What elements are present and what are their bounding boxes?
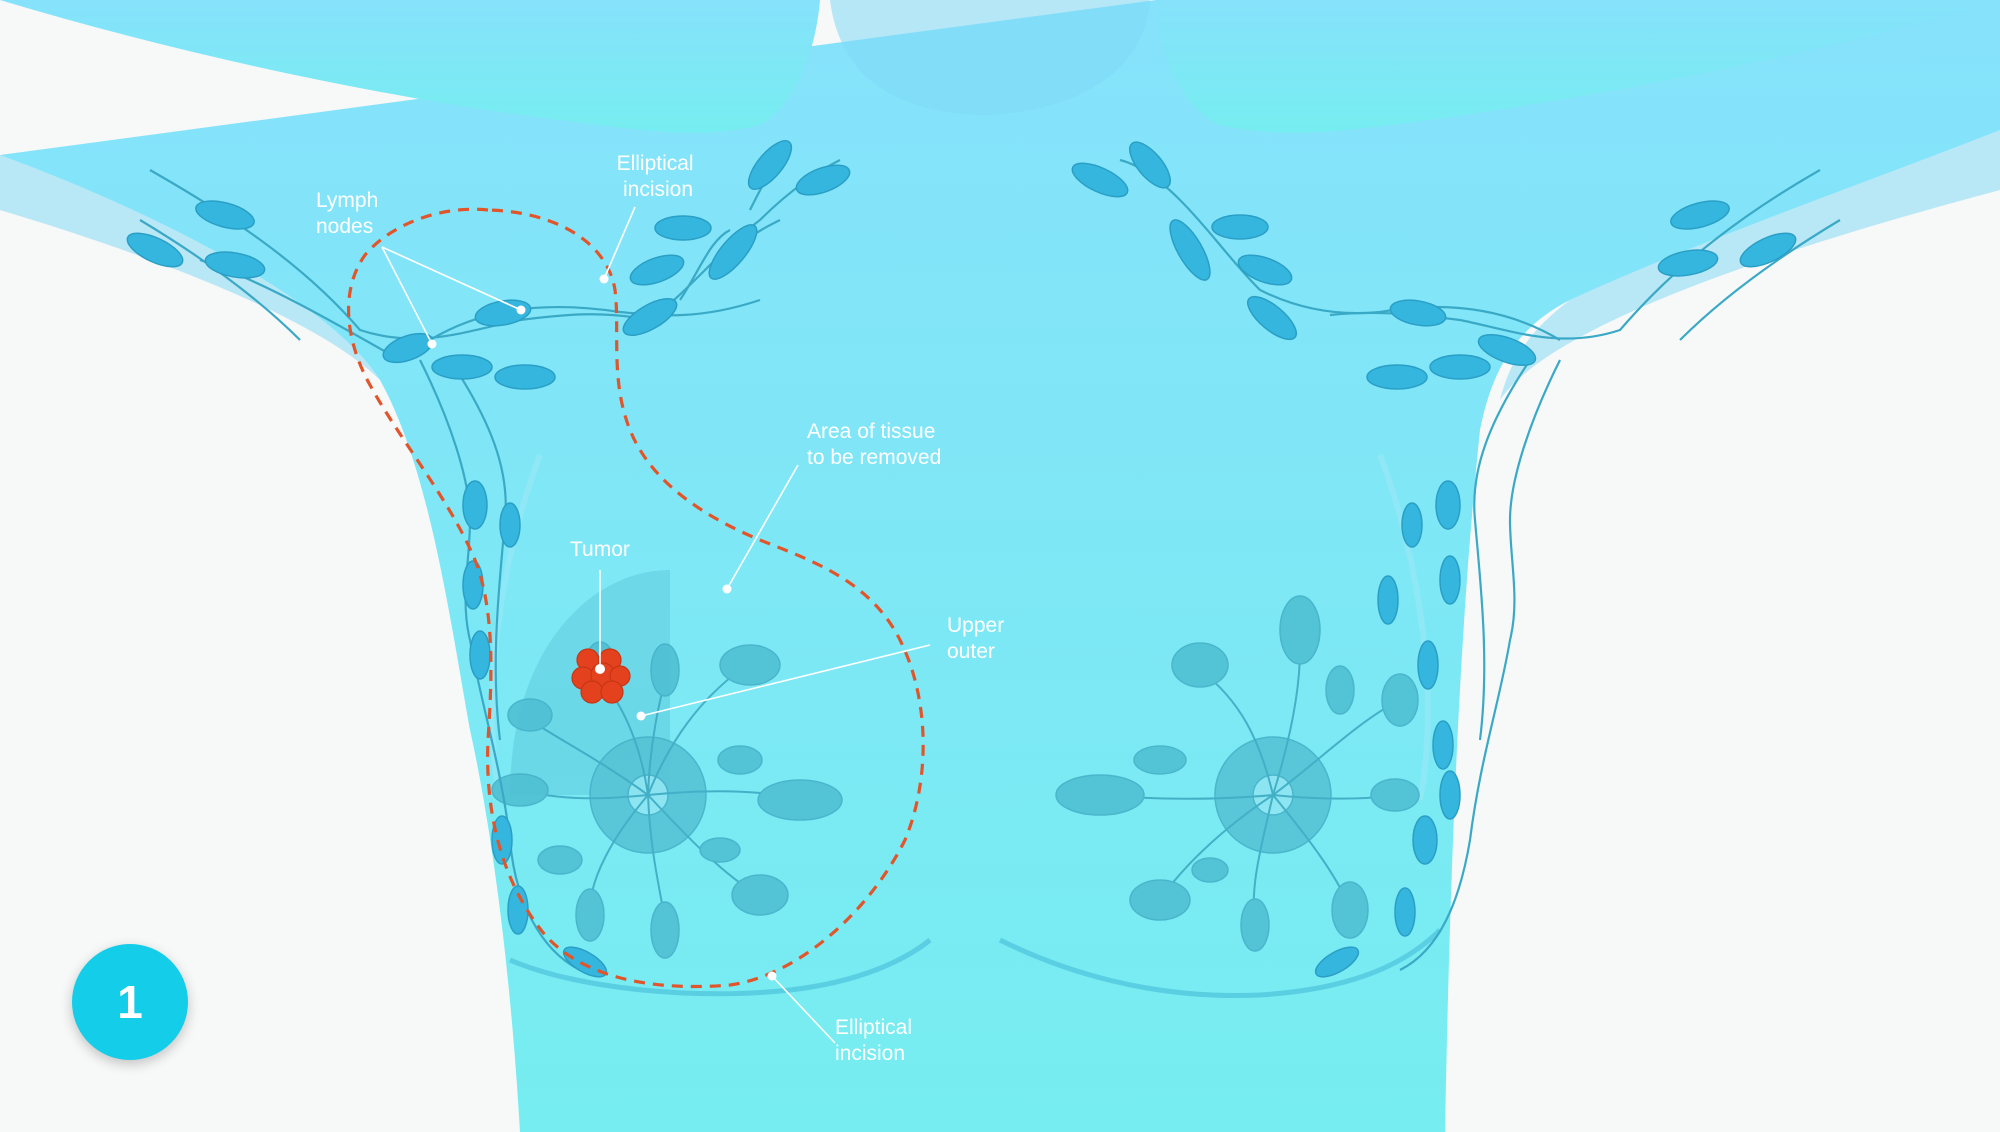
neck-shading — [830, 0, 1150, 115]
lymph-nodes — [126, 140, 1797, 978]
elliptical-incision-top-label: Elliptical incision — [617, 152, 700, 201]
tumor-label: Tumor — [570, 538, 630, 561]
lymph-nodes-label: Lymph nodes — [316, 189, 384, 238]
upper-outer-label: Upper outer — [947, 614, 1010, 663]
elliptical-incision-outline — [346, 207, 925, 989]
tumor — [571, 648, 631, 704]
left-breast-glands — [491, 641, 843, 959]
leader-lines — [381, 206, 931, 1044]
leader-dots — [427, 274, 777, 981]
step-number-badge: 1 — [72, 944, 188, 1060]
right-breast-glands — [1055, 595, 1420, 952]
area-of-tissue-label: Area of tissue to be removed — [807, 420, 941, 469]
elliptical-incision-bottom-label: Elliptical incision — [835, 1016, 918, 1065]
